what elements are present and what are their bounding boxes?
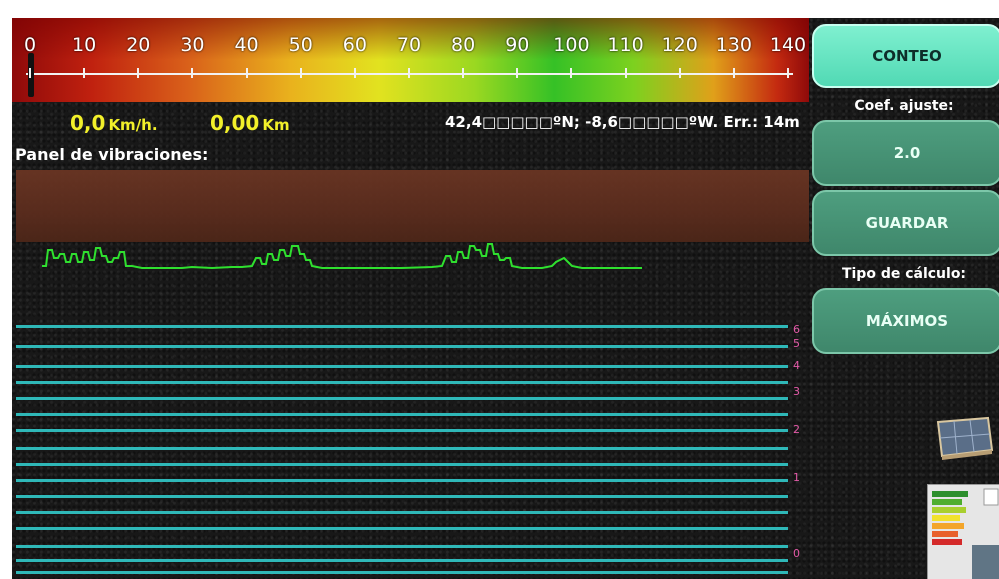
speed-tick-label: 60: [342, 34, 367, 56]
level-label: 1: [793, 471, 800, 484]
speed-tick-label: 0: [23, 34, 37, 56]
level-line: [16, 559, 788, 562]
level-line: [16, 365, 788, 368]
level-line: [16, 527, 788, 530]
calc-type-button[interactable]: MÁXIMOS: [812, 288, 999, 354]
distance-value: 0,00: [210, 111, 260, 135]
speed-tick: [516, 68, 519, 78]
speed-tick-label: 120: [661, 34, 698, 56]
app-window: 0 10 20 30 40 50 60 70 80 90 100 110 120 130 140 0,0 Km…: [12, 18, 999, 579]
speed-tick: [624, 68, 627, 78]
speed-tick-label: 50: [288, 34, 313, 56]
speed-tick-label: 130: [715, 34, 752, 56]
speed-tick-label: 90: [505, 34, 530, 56]
speed-unit: Km/h.: [108, 116, 158, 134]
speed-tick-label: 110: [607, 34, 644, 56]
level-label: 4: [793, 359, 800, 372]
level-label: 5: [793, 337, 800, 350]
distance-unit: Km: [262, 116, 290, 134]
speed-tick: [245, 68, 248, 78]
coef-value-button[interactable]: 2.0: [812, 120, 999, 186]
speed-tick: [570, 68, 573, 78]
level-line: [16, 381, 788, 384]
vibration-band: [16, 170, 809, 242]
gps-readout: 42,4□□□□□ºN; -8,6□□□□□ºW. Err.: 14m: [445, 113, 800, 131]
speed-tick: [787, 68, 789, 78]
vibration-waveform: [42, 243, 642, 270]
solar-panel-icon[interactable]: [932, 416, 994, 460]
speed-needle: [28, 53, 34, 97]
level-line: [16, 429, 788, 432]
level-label: 6: [793, 323, 800, 336]
level-line: [16, 479, 788, 482]
speed-value: 0,0: [70, 111, 106, 135]
speed-tick-label: 20: [126, 34, 151, 56]
speed-tick: [137, 68, 140, 78]
coef-label: Coef. ajuste:: [854, 98, 954, 114]
speed-tick: [83, 68, 86, 78]
control-sidebar: CONTEO Coef. ajuste: 2.0 GUARDAR Tipo de…: [809, 18, 999, 579]
speed-tick: [732, 68, 735, 78]
level-line: [16, 545, 788, 548]
level-line: [16, 495, 788, 498]
speed-tick: [299, 68, 302, 78]
speed-tick: [462, 68, 465, 78]
speed-tick-label: 100: [553, 34, 590, 56]
speed-readout: 0,0 Km/h.: [70, 111, 158, 135]
speed-tick: [353, 68, 356, 78]
speed-tick-label: 40: [234, 34, 259, 56]
speed-tick-label: 80: [451, 34, 476, 56]
calc-type-label: Tipo de cálculo:: [841, 266, 967, 282]
level-line: [16, 413, 788, 416]
speed-tick-label: 30: [180, 34, 205, 56]
energy-rating-icon[interactable]: [927, 484, 999, 579]
level-label: 3: [793, 385, 800, 398]
speed-tick-label: 140: [769, 34, 807, 56]
speed-tick: [191, 68, 194, 78]
level-label: 0: [793, 547, 800, 560]
count-button[interactable]: CONTEO: [812, 24, 999, 88]
level-line: [16, 325, 788, 328]
speed-tick: [29, 68, 31, 78]
distance-readout: 0,00 Km: [210, 111, 290, 135]
level-line: [16, 463, 788, 466]
speed-tick: [678, 68, 681, 78]
level-line: [16, 447, 788, 450]
level-label: 2: [793, 423, 800, 436]
speed-tick: [408, 68, 410, 78]
level-line: [16, 345, 788, 348]
level-line: [16, 511, 788, 514]
level-line: [16, 571, 788, 574]
speed-tick-label: 70: [396, 34, 422, 56]
save-button[interactable]: GUARDAR: [812, 190, 999, 256]
speed-gauge: 0 10 20 30 40 50 60 70 80 90 100 110 120 130 140: [12, 18, 809, 102]
vibration-panel-title: Panel de vibraciones:: [15, 145, 209, 164]
speed-tick-label: 10: [72, 34, 97, 56]
level-line: [16, 397, 788, 400]
